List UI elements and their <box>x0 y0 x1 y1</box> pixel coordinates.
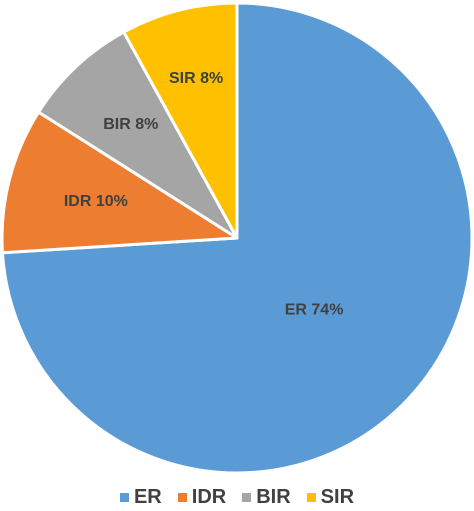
pie-slices <box>0 1 474 475</box>
legend-label: SIR <box>320 485 355 508</box>
legend-item-idr: IDR <box>177 485 227 509</box>
legend-item-bir: BIR <box>242 485 291 509</box>
chart-legend: ER IDR BIR SIR <box>0 484 474 510</box>
legend-item-er: ER <box>119 485 162 509</box>
legend-label: IDR <box>191 485 227 508</box>
legend-swatch <box>242 492 252 502</box>
pie-chart: ER 74% IDR 10% BIR 8% SIR 8% <box>0 1 474 475</box>
slice-label-idr: IDR 10% <box>64 193 128 210</box>
legend-swatch <box>119 492 129 502</box>
legend-swatch <box>177 492 187 502</box>
slice-label-sir: SIR 8% <box>169 70 223 87</box>
slice-label-bir: BIR 8% <box>103 116 158 133</box>
legend-item-sir: SIR <box>306 485 355 509</box>
legend-label: BIR <box>256 485 291 508</box>
pie-slice-bir <box>37 30 239 240</box>
slice-label-er: ER 74% <box>285 302 344 319</box>
legend-swatch <box>306 492 316 502</box>
pie-labels: ER 74% IDR 10% BIR 8% SIR 8% <box>64 70 344 319</box>
pie-slice-idr <box>0 110 239 255</box>
pie-slice-sir <box>122 1 239 240</box>
legend-label: ER <box>133 485 162 508</box>
